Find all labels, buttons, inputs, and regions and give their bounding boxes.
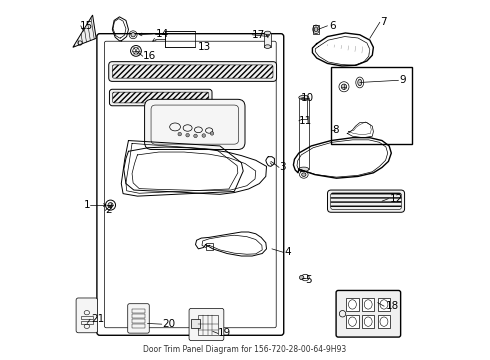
Text: 19: 19 [218, 328, 231, 338]
Ellipse shape [314, 27, 318, 32]
FancyBboxPatch shape [145, 99, 245, 149]
Ellipse shape [202, 134, 205, 137]
FancyBboxPatch shape [128, 304, 149, 333]
Text: 12: 12 [390, 194, 403, 204]
Bar [378, 315, 390, 328]
Ellipse shape [299, 95, 309, 100]
Bar [132, 319, 145, 323]
Bar [346, 298, 359, 311]
Bar [206, 243, 213, 249]
Polygon shape [73, 15, 96, 47]
Text: 18: 18 [386, 301, 399, 311]
FancyBboxPatch shape [97, 34, 284, 335]
Ellipse shape [178, 132, 181, 136]
Ellipse shape [265, 31, 271, 35]
Text: 9: 9 [399, 75, 406, 85]
Bar [198, 315, 218, 335]
Text: 13: 13 [197, 42, 211, 52]
Ellipse shape [131, 33, 135, 37]
FancyBboxPatch shape [336, 291, 401, 337]
Bar [346, 315, 359, 328]
Text: 8: 8 [332, 125, 339, 135]
Bar [299, 98, 309, 169]
Bar [81, 316, 93, 319]
Text: 5: 5 [305, 275, 312, 285]
FancyBboxPatch shape [109, 89, 212, 106]
Ellipse shape [299, 275, 304, 280]
Text: 11: 11 [299, 116, 312, 126]
Bar [191, 319, 200, 328]
FancyBboxPatch shape [327, 190, 405, 212]
Ellipse shape [108, 203, 113, 208]
Ellipse shape [210, 132, 214, 135]
Ellipse shape [265, 45, 271, 48]
Ellipse shape [194, 134, 197, 138]
Text: 15: 15 [80, 21, 93, 31]
Bar [362, 298, 374, 311]
FancyBboxPatch shape [76, 298, 98, 333]
Text: Door Trim Panel Diagram for 156-720-28-00-64-9H93: Door Trim Panel Diagram for 156-720-28-0… [144, 345, 346, 354]
Text: 16: 16 [143, 51, 156, 61]
Text: 10: 10 [300, 93, 314, 103]
Bar [132, 324, 145, 328]
Text: 6: 6 [329, 21, 336, 31]
Text: 3: 3 [279, 162, 286, 172]
Bar [165, 31, 195, 47]
Text: 1: 1 [83, 200, 90, 210]
Text: 20: 20 [163, 319, 175, 329]
Ellipse shape [299, 167, 309, 171]
FancyBboxPatch shape [109, 62, 276, 81]
Ellipse shape [186, 134, 190, 137]
Bar [132, 309, 145, 313]
Text: 2: 2 [105, 206, 112, 216]
Text: 14: 14 [156, 29, 170, 39]
Bar [313, 25, 319, 34]
Text: 17: 17 [252, 30, 266, 40]
Bar [132, 314, 145, 318]
Bar [331, 67, 412, 144]
Ellipse shape [358, 79, 362, 86]
Text: 7: 7 [381, 17, 387, 27]
Text: 4: 4 [285, 247, 291, 257]
Bar [362, 315, 374, 328]
FancyBboxPatch shape [189, 309, 224, 341]
Bar [81, 320, 93, 324]
Ellipse shape [302, 173, 306, 176]
Text: 21: 21 [91, 314, 104, 324]
Bar [378, 298, 390, 311]
Ellipse shape [342, 84, 346, 89]
Bar [265, 33, 271, 46]
